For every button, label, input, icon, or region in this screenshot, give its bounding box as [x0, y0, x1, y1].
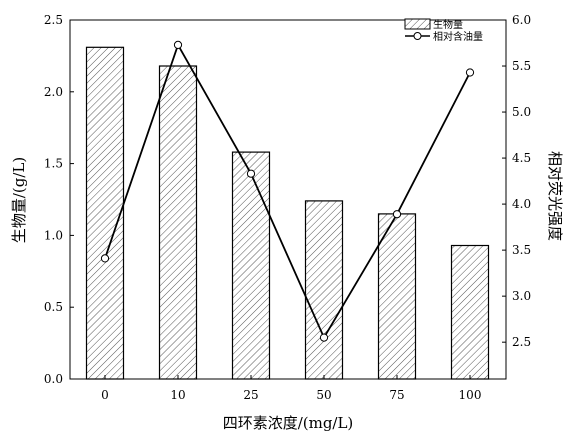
y2-tick-label: 2.5 [512, 335, 531, 349]
x-tick-label: 75 [389, 388, 404, 402]
oil-point-25 [246, 169, 256, 178]
y2-tick-label: 6.0 [512, 13, 531, 27]
y2-tick-label: 3.5 [512, 243, 531, 257]
legend-line-marker [413, 32, 422, 40]
bar-75 [377, 213, 417, 380]
y-tick-label: 2.5 [44, 13, 63, 27]
y-tick-label: 1.5 [44, 157, 63, 171]
y-tick-label: 2.0 [44, 85, 63, 99]
y-axis-title: 生物量/(g/L) [10, 157, 28, 243]
oil-point-75 [392, 210, 402, 219]
y2-tick-label: 4.0 [512, 197, 531, 211]
x-tick-label: 10 [170, 388, 185, 402]
legend-bar-swatch [404, 18, 431, 30]
y2-tick-label: 5.0 [512, 105, 531, 119]
x-tick-label: 0 [101, 388, 109, 402]
y2-tick-label: 5.5 [512, 59, 531, 73]
x-tick-label: 50 [316, 388, 331, 402]
bar-50 [304, 200, 344, 380]
legend-label-biomass: 生物量 [433, 18, 463, 31]
bar-10 [158, 65, 198, 380]
oil-point-100 [465, 68, 475, 77]
y-tick-label: 0.5 [44, 300, 63, 314]
y-tick-label: 1.0 [44, 228, 63, 242]
y-tick-label: 0.0 [44, 372, 63, 386]
bar-0 [85, 46, 125, 380]
y2-axis-title: 相对荧光强度 [546, 151, 564, 241]
x-axis-title: 四环素浓度/(mg/L) [223, 414, 354, 432]
oil-point-10 [173, 40, 183, 50]
y2-tick-label: 4.5 [512, 151, 531, 165]
legend: 生物量 相对含油量 [404, 18, 483, 43]
bar-series [85, 46, 490, 380]
y2-tick-label: 3.0 [512, 289, 531, 303]
x-tick-label: 25 [243, 388, 258, 402]
oil-point-0 [100, 254, 110, 263]
plot-frame [69, 19, 507, 380]
axis-ticks: 0.0 0.5 1.0 1.5 2.0 2.5 2.5 3.0 3.5 4.0 4.5 5.0 5.5 6… [44, 13, 531, 402]
bar-100 [450, 244, 490, 380]
oil-point-50 [319, 333, 329, 342]
line-series [100, 40, 475, 342]
bar-25 [231, 151, 271, 380]
oil-content-line [104, 42, 471, 340]
legend-label-oil: 相对含油量 [433, 30, 483, 43]
x-tick-label: 100 [459, 388, 482, 402]
